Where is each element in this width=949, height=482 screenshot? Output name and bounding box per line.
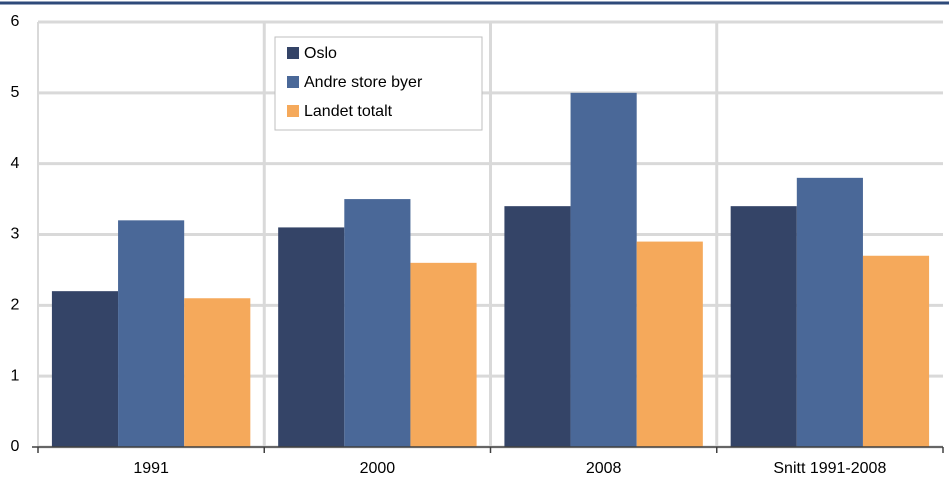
- y-tick-label: 5: [11, 84, 20, 101]
- x-tick-label: Snitt 1991-2008: [773, 460, 886, 477]
- y-tick-label: 4: [11, 155, 20, 172]
- y-tick-label: 2: [11, 297, 20, 314]
- y-tick-label: 6: [11, 13, 20, 30]
- bar: [51, 291, 119, 447]
- y-tick-label: 0: [11, 438, 20, 455]
- legend-label: Landet totalt: [304, 103, 393, 120]
- legend-label: Oslo: [304, 45, 337, 62]
- legend-swatch: [287, 105, 299, 117]
- bar: [570, 92, 637, 447]
- legend-swatch: [287, 47, 299, 59]
- bar: [636, 241, 703, 447]
- bar: [118, 220, 185, 447]
- bar: [278, 227, 345, 447]
- bar: [504, 206, 571, 447]
- x-tick-label: 2008: [586, 460, 622, 477]
- legend-box: [274, 36, 483, 131]
- x-tick-label: 2000: [360, 460, 396, 477]
- legend-label: Andre store byer: [304, 74, 423, 91]
- bar: [184, 298, 251, 447]
- bar: [862, 255, 930, 447]
- y-tick-label: 1: [11, 367, 20, 384]
- bar: [730, 206, 797, 447]
- y-tick-label: 3: [11, 226, 20, 243]
- legend-swatch: [287, 76, 299, 88]
- bar: [410, 262, 477, 447]
- legend: Oslo Andre store byer Landet totalt: [274, 36, 483, 131]
- bar: [796, 177, 863, 448]
- bars: [51, 92, 930, 448]
- axes: 0 1 2 3 4 5 6 1991 2000 2008 Snitt 1991-2008: [11, 13, 944, 477]
- bar: [344, 199, 411, 447]
- x-tick-label: 1991: [133, 460, 169, 477]
